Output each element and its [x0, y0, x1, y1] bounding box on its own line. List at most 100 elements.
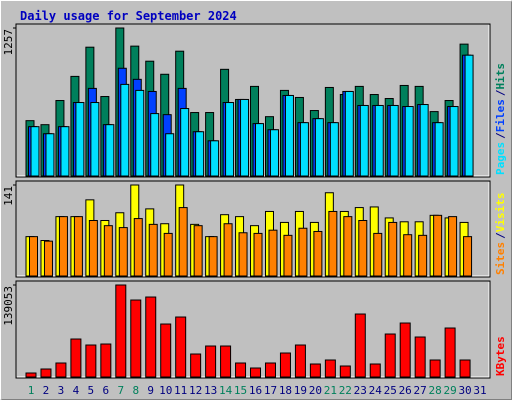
- bar: [40, 368, 52, 378]
- bar: [180, 108, 190, 177]
- bar: [314, 118, 324, 177]
- bar: [88, 219, 98, 277]
- bar: [148, 223, 158, 277]
- bar: [384, 333, 396, 378]
- x-tick-label: 17: [264, 384, 277, 397]
- x-tick-label: 5: [88, 384, 95, 397]
- x-tick-label: 23: [354, 384, 367, 397]
- chart-title: Daily usage for September 2024: [20, 9, 237, 23]
- x-tick-label: 19: [294, 384, 307, 397]
- bar: [220, 345, 232, 378]
- x-tick-label: 26: [399, 384, 412, 397]
- bar: [298, 227, 308, 277]
- legend-entry: Pages: [494, 142, 507, 175]
- x-tick-label: 14: [219, 384, 233, 397]
- bar: [165, 133, 175, 177]
- bar: [328, 210, 338, 277]
- legend-entry: Hits: [494, 63, 507, 90]
- bar: [178, 207, 188, 277]
- bar: [60, 126, 70, 177]
- legend-entry: Sites: [494, 242, 507, 275]
- bar: [195, 131, 205, 177]
- panel-bevel: [17, 25, 490, 177]
- bar: [253, 232, 263, 277]
- y-tick-label: 1257: [2, 29, 15, 56]
- x-tick-label: 16: [249, 384, 262, 397]
- y-tick-label: 139053: [2, 286, 15, 326]
- x-tick-label: 22: [339, 384, 352, 397]
- bar: [358, 219, 368, 277]
- legend: Sites /Visits: [494, 193, 507, 276]
- bar: [75, 102, 85, 177]
- bar: [150, 113, 160, 177]
- bar: [55, 362, 67, 378]
- x-tick-label: 21: [324, 384, 337, 397]
- legend-entry: Files: [494, 99, 507, 132]
- bar: [100, 343, 112, 378]
- bar: [354, 313, 366, 378]
- bar: [190, 353, 202, 378]
- legend-entry: Visits: [494, 193, 507, 233]
- panel-bevel: [17, 182, 490, 277]
- bar: [120, 83, 130, 177]
- bar: [255, 123, 265, 177]
- bar: [344, 90, 354, 177]
- x-tick-label: 4: [73, 384, 80, 397]
- bar: [205, 345, 217, 378]
- bar: [339, 365, 351, 378]
- bar: [448, 216, 458, 277]
- panel-bevel: [17, 282, 490, 378]
- bar: [464, 54, 474, 177]
- x-tick-label: 20: [309, 384, 322, 397]
- bar: [25, 372, 37, 378]
- bar: [145, 296, 157, 378]
- bar: [115, 284, 127, 378]
- bar: [309, 363, 321, 378]
- bar: [240, 98, 250, 177]
- x-tick-label: 9: [147, 384, 154, 397]
- legend-separator: /: [494, 89, 507, 96]
- x-tick-label: 11: [174, 384, 187, 397]
- x-tick-label: 24: [369, 384, 383, 397]
- bar: [103, 225, 113, 277]
- bar: [85, 344, 97, 378]
- legend-entry: KBytes: [494, 336, 507, 376]
- bar: [235, 362, 247, 378]
- bar: [225, 102, 235, 177]
- x-tick-label: 3: [58, 384, 65, 397]
- bar: [403, 234, 413, 277]
- bar: [373, 232, 383, 277]
- x-tick-label: 13: [204, 384, 217, 397]
- x-tick-label: 12: [189, 384, 202, 397]
- x-tick-label: 25: [384, 384, 397, 397]
- bar: [399, 322, 411, 378]
- x-tick-label: 7: [117, 384, 124, 397]
- bar: [429, 359, 441, 378]
- legend: Pages/Files/Hits: [494, 63, 507, 175]
- bar: [133, 218, 143, 277]
- bar: [374, 104, 384, 177]
- bar: [388, 221, 398, 277]
- bar: [444, 327, 456, 378]
- bar: [369, 363, 381, 378]
- bar: [160, 323, 172, 378]
- bar: [313, 230, 323, 277]
- bar: [163, 232, 173, 277]
- x-tick-label: 6: [103, 384, 110, 397]
- bar: [434, 122, 444, 177]
- bar: [264, 362, 276, 378]
- legend-separator: /: [494, 232, 507, 239]
- bar: [329, 122, 339, 177]
- bar: [238, 232, 248, 277]
- bar: [210, 140, 220, 177]
- x-tick-label: 10: [159, 384, 172, 397]
- x-tick-label: 30: [458, 384, 471, 397]
- x-tick-label: 27: [414, 384, 427, 397]
- bar: [90, 102, 100, 177]
- bar: [175, 316, 187, 378]
- x-tick-label: 15: [234, 384, 247, 397]
- bar: [45, 133, 55, 177]
- bar: [324, 359, 336, 378]
